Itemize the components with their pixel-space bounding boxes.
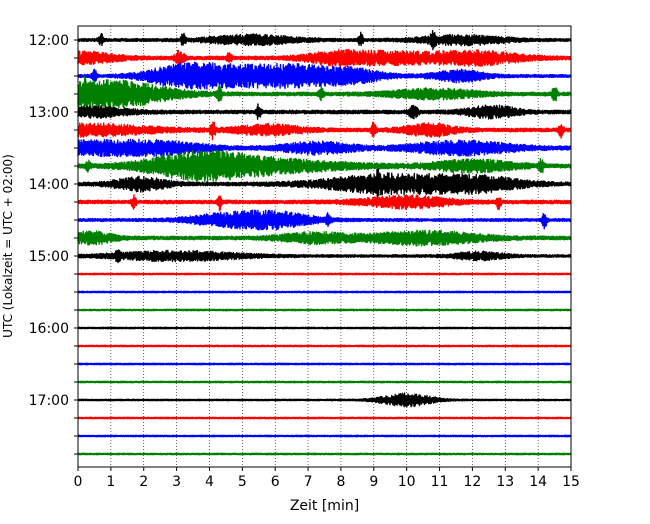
trace-1730 <box>77 434 572 438</box>
trace-1545 <box>77 308 572 312</box>
y-tick-label: 12:00 <box>29 33 69 49</box>
x-tick-label: 1 <box>106 474 115 490</box>
y-tick-label: 15:00 <box>29 249 69 265</box>
trace-1745 <box>77 452 572 456</box>
trace-1415 <box>77 194 572 212</box>
trace-1430 <box>77 209 572 231</box>
x-tick-label: 9 <box>369 474 378 490</box>
trace-1700 <box>77 392 572 408</box>
x-tick-label: 0 <box>74 474 83 490</box>
y-axis-label: UTC (Lokalzeit = UTC + 02:00) <box>1 154 15 338</box>
trace-1345 <box>77 149 572 183</box>
trace-1230 <box>77 61 572 90</box>
x-tick-label: 2 <box>139 474 148 490</box>
trace-1715 <box>77 416 572 420</box>
trace-1500 <box>77 249 572 264</box>
x-tick-label: 3 <box>172 474 181 490</box>
trace-1200 <box>77 29 572 51</box>
trace-layer <box>77 29 572 456</box>
y-tick-label: 14:00 <box>29 177 69 193</box>
y-tick-label: 16:00 <box>29 321 69 337</box>
trace-1300 <box>77 103 572 120</box>
trace-1445 <box>77 229 572 247</box>
trace-1315 <box>77 121 572 141</box>
x-tick-label: 15 <box>562 474 580 490</box>
x-tick-label: 5 <box>238 474 247 490</box>
x-tick-label: 4 <box>205 474 214 490</box>
x-tick-label: 14 <box>529 474 547 490</box>
x-tick-label: 11 <box>431 474 449 490</box>
y-tick-label: 13:00 <box>29 105 69 121</box>
x-axis-label: Zeit [min] <box>290 498 359 514</box>
x-tick-label: 13 <box>496 474 514 490</box>
trace-1530 <box>77 290 572 294</box>
trace-1630 <box>77 362 572 366</box>
tick-layer: 0 1 2 3 4 5 6 7 8 9 10 11 12 13 14 1512:0013:0014:0015:… <box>29 33 580 490</box>
trace-1215 <box>77 48 572 68</box>
trace-1245 <box>77 75 572 111</box>
y-tick-label: 17:00 <box>29 393 69 409</box>
trace-1600 <box>77 326 572 330</box>
x-tick-label: 7 <box>304 474 313 490</box>
x-tick-label: 10 <box>398 474 416 490</box>
x-tick-label: 12 <box>463 474 481 490</box>
trace-1400 <box>77 168 572 199</box>
trace-1330 <box>77 138 572 158</box>
trace-1645 <box>77 380 572 384</box>
x-tick-label: 8 <box>336 474 345 490</box>
x-tick-label: 6 <box>271 474 280 490</box>
plot-frame <box>77 25 572 468</box>
trace-1515 <box>77 272 572 276</box>
trace-1615 <box>77 344 572 348</box>
